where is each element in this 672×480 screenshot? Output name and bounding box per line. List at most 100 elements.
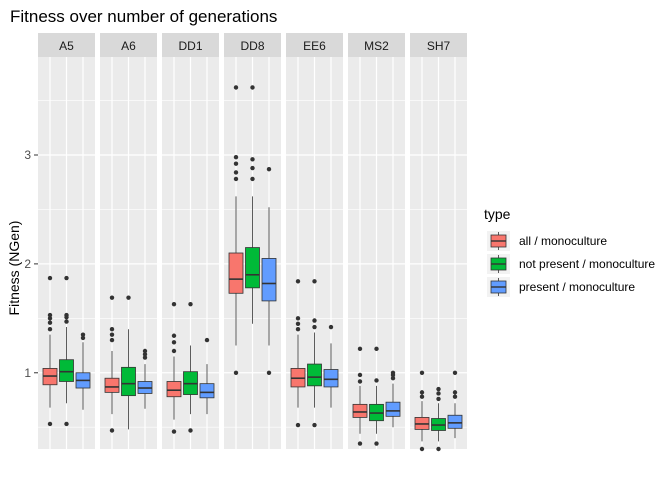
outlier-point: [312, 324, 317, 330]
boxplot-ee6-series-3: [323, 324, 339, 408]
boxplot-a6-series-2: [121, 295, 136, 430]
boxplot-dd1-series-1: [166, 301, 182, 434]
outlier-point: [80, 332, 86, 337]
outlier-point: [171, 333, 177, 338]
outlier-point: [64, 275, 69, 281]
outlier-point: [357, 372, 363, 378]
outlier-point: [126, 295, 131, 300]
chart-title: Fitness over number of generations: [10, 7, 277, 26]
boxplot-sh7-series-3: [447, 370, 463, 439]
outlier-point: [312, 422, 317, 428]
facet-strip: [286, 33, 343, 57]
outlier-point: [171, 340, 177, 345]
facet-label: DD1: [178, 39, 202, 53]
outlier-point: [390, 376, 396, 381]
outlier-point: [109, 428, 115, 433]
legend-entry-1: all / monoculture: [487, 231, 607, 251]
boxplot-ms2-series-2: [369, 346, 384, 446]
outlier-point: [357, 379, 363, 384]
outlier-point: [142, 355, 148, 360]
outlier-point: [452, 370, 458, 375]
outlier-point: [374, 378, 379, 383]
outlier-point: [452, 394, 458, 399]
boxplot-a6-series-3: [137, 348, 153, 409]
outlier-point: [295, 422, 301, 428]
outlier-point: [171, 429, 177, 434]
facet-panel-dd1: DD1: [162, 33, 219, 449]
outlier-point: [295, 321, 301, 326]
facet-strip: [100, 33, 157, 57]
facet-label: A5: [59, 39, 74, 53]
outlier-point: [171, 348, 177, 354]
outlier-point: [233, 85, 239, 90]
boxplot-dd8-series-1: [228, 85, 244, 375]
boxplot-dd8-series-3: [261, 166, 277, 375]
outlier-point: [266, 370, 272, 375]
boxplot-sh7-series-1: [414, 370, 430, 452]
facet-strip: [224, 33, 281, 57]
y-tick-label: 3: [24, 148, 31, 162]
outlier-point: [109, 337, 115, 343]
boxplot-a5-series-1: [42, 275, 58, 427]
box: [166, 381, 182, 398]
outlier-point: [233, 161, 239, 166]
facet-strip: [162, 33, 219, 57]
box: [323, 369, 339, 388]
facet-label: MS2: [364, 39, 389, 53]
outlier-point: [233, 154, 239, 160]
outlier-point: [357, 346, 363, 352]
outlier-point: [266, 166, 272, 172]
box: [385, 401, 401, 417]
facet-label: EE6: [303, 39, 326, 53]
outlier-point: [233, 170, 239, 175]
box: [447, 414, 463, 429]
outlier-point: [436, 391, 441, 396]
outlier-point: [436, 386, 441, 392]
boxplot-a5-series-2: [59, 275, 74, 427]
box: [261, 258, 277, 302]
outlier-point: [436, 396, 441, 402]
boxplot-dd8-series-2: [245, 85, 260, 324]
boxplot-dd1-series-3: [199, 337, 215, 415]
outlier-point: [328, 324, 334, 330]
facet-label: A6: [121, 39, 136, 53]
outlier-point: [64, 421, 69, 427]
outlier-point: [47, 312, 53, 318]
boxplot-dd1-series-2: [183, 301, 198, 433]
outlier-point: [312, 279, 317, 284]
outlier-point: [419, 394, 425, 399]
outlier-point: [419, 446, 425, 452]
legend-label: all / monoculture: [519, 234, 607, 248]
outlier-point: [357, 441, 363, 446]
outlier-point: [64, 319, 69, 324]
facet-panels: A5 A6 DD1 DD8 EE6 MS2 SH7: [38, 33, 467, 452]
box: [352, 403, 368, 418]
outlier-point: [390, 370, 396, 375]
facet-strip: [348, 33, 405, 57]
box: [104, 377, 120, 393]
outlier-point: [109, 327, 115, 332]
outlier-point: [64, 312, 69, 318]
outlier-point: [250, 165, 255, 171]
box: [199, 383, 215, 399]
facet-label: DD8: [240, 39, 264, 53]
outlier-point: [204, 337, 210, 343]
outlier-point: [47, 320, 53, 325]
box: [307, 363, 322, 387]
legend-entry-3: present / monoculture: [487, 277, 635, 297]
facet-label: SH7: [427, 39, 451, 53]
legend-entry-2: not present / monoculture: [487, 254, 655, 274]
outlier-point: [142, 348, 148, 354]
legend-title: type: [484, 206, 511, 222]
outlier-point: [47, 327, 53, 332]
facet-panel-a5: A5: [38, 33, 95, 449]
y-axis: 1 2 3: [24, 148, 38, 380]
boxplot-ms2-series-1: [352, 346, 368, 446]
legend-label: present / monoculture: [519, 280, 635, 294]
boxplot-sh7-series-2: [431, 386, 446, 452]
outlier-point: [295, 327, 301, 332]
outlier-point: [250, 176, 255, 182]
outlier-point: [312, 318, 317, 323]
outlier-point: [109, 332, 115, 337]
